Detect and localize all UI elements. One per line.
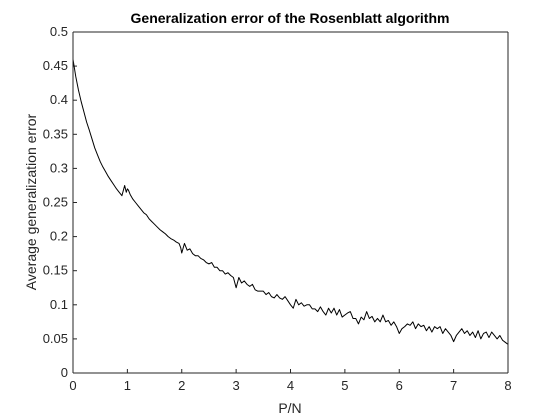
y-tick-label: 0.5 — [50, 24, 68, 39]
y-tick-label: 0.25 — [43, 195, 68, 210]
y-axis-label: Average generalization error — [23, 113, 39, 290]
x-tick-label: 3 — [233, 378, 240, 393]
y-tick-label: 0.1 — [50, 297, 68, 312]
x-tick-label: 1 — [124, 378, 131, 393]
x-tick-label: 5 — [341, 378, 348, 393]
x-tick-label: 2 — [178, 378, 185, 393]
y-tick-label: 0 — [61, 365, 68, 380]
x-tick-label: 0 — [69, 378, 76, 393]
x-tick-label: 7 — [450, 378, 457, 393]
series-layer — [72, 59, 509, 345]
plot-area — [73, 32, 508, 373]
y-tick-label: 0.05 — [43, 331, 68, 346]
series-line — [72, 59, 509, 345]
y-tick-label: 0.45 — [43, 58, 68, 73]
ticks-layer: 0 1 2 3 4 5 6 7 8 0 0.05 0.1 0.15 0.2 0.25 0.3 0.35 0.4 0.… — [43, 24, 512, 393]
x-axis-label: P/N — [278, 400, 301, 416]
chart-title: Generalization error of the Rosenblatt a… — [131, 10, 450, 26]
x-tick-label: 4 — [287, 378, 294, 393]
y-tick-label: 0.2 — [50, 229, 68, 244]
x-tick-label: 6 — [396, 378, 403, 393]
y-tick-label: 0.4 — [50, 92, 68, 107]
y-tick-label: 0.15 — [43, 263, 68, 278]
y-tick-label: 0.35 — [43, 126, 68, 141]
x-tick-label: 8 — [504, 378, 511, 393]
y-tick-label: 0.3 — [50, 160, 68, 175]
